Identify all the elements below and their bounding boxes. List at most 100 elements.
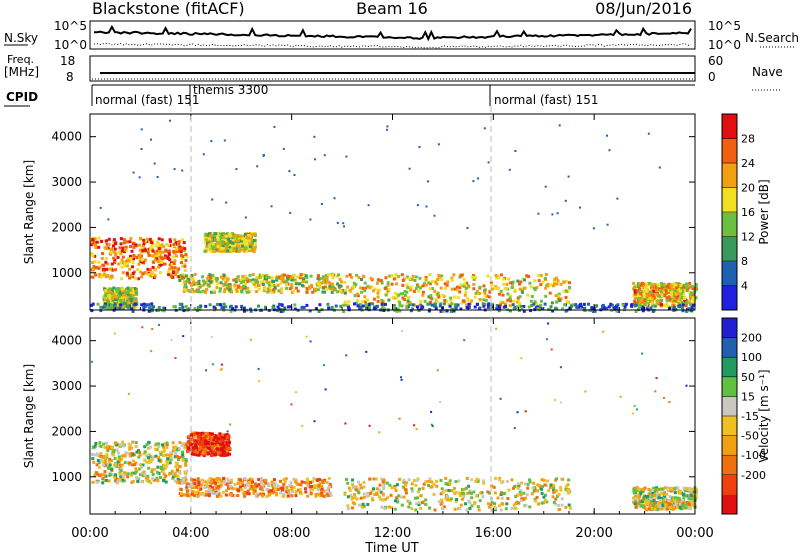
scatter-cell — [245, 482, 249, 486]
y-tick-label: 1000 — [51, 266, 82, 280]
scatter-cell — [690, 492, 694, 496]
scatter-cell — [554, 497, 558, 501]
scatter-cell — [271, 280, 275, 283]
scatter-cell — [440, 498, 444, 502]
scatter-cell — [105, 441, 109, 445]
scatter-cell — [482, 298, 486, 302]
scatter-cell — [460, 488, 464, 491]
scatter-cell — [458, 494, 462, 497]
scatter-cell — [111, 297, 114, 301]
scatter-cell — [595, 304, 599, 308]
scatter-cell — [207, 435, 211, 439]
scatter-cell — [463, 293, 467, 297]
scatter-cell — [633, 290, 637, 294]
scatter-cell — [236, 481, 240, 485]
scatter-cell — [189, 444, 193, 448]
scatter-cell — [513, 427, 516, 430]
scatter-cell — [108, 457, 112, 461]
scatter-cell — [317, 310, 321, 313]
scatter-cell — [678, 506, 682, 510]
scatter-cell — [185, 469, 189, 473]
scatter-cell — [179, 494, 183, 497]
scatter-cell — [294, 282, 298, 286]
scatter-cell — [114, 478, 118, 482]
scatter-cell — [203, 445, 207, 449]
scatter-cell — [428, 287, 432, 291]
scatter-cell — [689, 506, 693, 510]
scatter-cell — [555, 489, 559, 493]
scatter-cell — [270, 284, 274, 287]
scatter-cell — [210, 477, 214, 481]
scatter-cell — [378, 431, 381, 434]
scatter-cell — [191, 490, 195, 494]
scatter-cell — [640, 500, 644, 504]
colorbar-step — [722, 357, 737, 378]
scatter-cell — [107, 290, 111, 294]
scatter-cell — [285, 279, 289, 283]
scatter-cell — [207, 243, 211, 247]
scatter-cell — [381, 480, 385, 484]
scatter-cell — [559, 366, 562, 369]
scatter-cell — [452, 295, 456, 299]
scatter-cell — [673, 289, 677, 293]
scatter-cell — [635, 292, 639, 296]
scatter-cell — [167, 251, 171, 255]
scatter-cell — [524, 410, 527, 413]
scatter-cell — [691, 307, 695, 311]
scatter-cell — [399, 495, 403, 499]
scatter-cell — [327, 486, 331, 490]
scatter-cell — [665, 507, 669, 511]
scatter-cell — [199, 492, 203, 495]
scatter-cell — [195, 486, 199, 490]
scatter-cell — [143, 473, 147, 476]
scatter-cell — [244, 243, 248, 247]
scatter-cell — [117, 262, 121, 266]
scatter-cell — [115, 448, 119, 452]
scatter-cell — [661, 499, 665, 503]
scatter-cell — [666, 501, 669, 505]
scatter-cell — [277, 289, 281, 293]
scatter-cell — [263, 274, 267, 278]
scatter-cell — [494, 274, 498, 277]
x-tick-label: 20:00 — [575, 526, 612, 541]
scatter-cell — [253, 247, 257, 251]
scatter-cell — [218, 432, 222, 436]
scatter-cell — [395, 496, 399, 500]
scatter-cell — [166, 257, 170, 260]
scatter-cell — [181, 275, 185, 279]
scatter-cell — [482, 304, 486, 308]
scatter-cell — [529, 309, 533, 313]
scatter-cell — [354, 485, 358, 489]
scatter-cell — [149, 240, 153, 244]
scatter-cell — [371, 289, 375, 293]
scatter-cell — [424, 480, 428, 484]
scatter-cell — [279, 486, 283, 490]
scatter-cell — [91, 261, 95, 265]
scatter-cell — [112, 448, 116, 452]
scatter-cell — [641, 294, 644, 298]
scatter-cell — [503, 286, 507, 290]
scatter-cell — [537, 274, 541, 278]
scatter-cell — [525, 493, 529, 497]
scatter-cell — [269, 489, 273, 493]
scatter-cell — [421, 305, 425, 309]
scatter-cell — [655, 293, 659, 297]
scatter-cell — [396, 497, 400, 501]
scatter-cell — [419, 307, 423, 311]
scatter-cell — [131, 480, 135, 484]
scatter-cell — [160, 243, 164, 247]
scatter-cell — [681, 498, 685, 502]
scatter-cell — [543, 483, 547, 487]
scatter-cell — [406, 286, 410, 290]
scatter-cell — [91, 445, 95, 449]
scatter-cell — [206, 451, 210, 455]
scatter-cell — [317, 274, 320, 278]
scatter-cell — [126, 304, 130, 308]
scatter-cell — [673, 487, 677, 491]
scatter-cell — [261, 483, 265, 487]
scatter-cell — [547, 489, 551, 493]
scatter-cell — [142, 452, 146, 456]
scatter-cell — [413, 303, 417, 307]
scatter-cell — [128, 240, 132, 244]
scatter-cell — [251, 480, 255, 484]
